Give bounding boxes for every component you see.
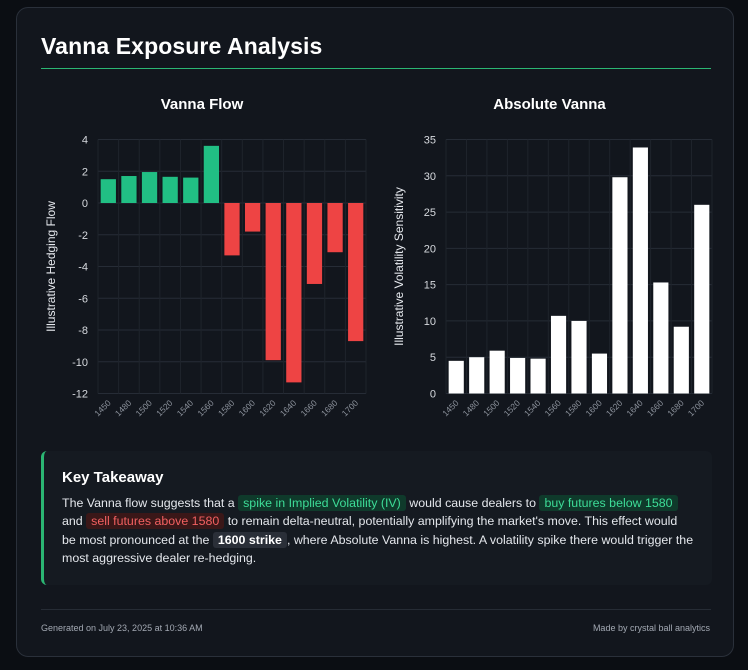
x-tick-label: 1700 xyxy=(340,398,361,419)
takeaway-text: The Vanna flow suggests that a spike in … xyxy=(62,494,694,567)
y-tick-label: 2 xyxy=(82,166,88,178)
bar-1660 xyxy=(653,282,669,394)
bar-1580 xyxy=(224,203,240,256)
y-tick-label: 25 xyxy=(424,207,436,219)
y-tick-label: 20 xyxy=(424,243,436,255)
y-tick-label: 30 xyxy=(424,171,436,183)
bar-1480 xyxy=(121,176,137,203)
bar-1680 xyxy=(327,203,343,253)
takeaway-text-3: and xyxy=(62,514,87,529)
bar-1560 xyxy=(203,145,220,203)
analysis-card: Vanna Exposure Analysis Vanna Flow 4 2 0 -2… xyxy=(16,7,734,657)
x-tick-label: 1620 xyxy=(604,398,625,419)
highlight-strike: 1600 strike xyxy=(212,531,287,548)
x-tick-label: 1480 xyxy=(113,398,134,419)
highlight-sell-futures: sell futures above 1580 xyxy=(86,513,225,530)
y-tick-label: -8 xyxy=(78,325,88,337)
takeaway-text-4: to remain delta-neutral, potentially amp… xyxy=(62,514,678,547)
x-tick-label: 1500 xyxy=(481,398,502,419)
bar-1680 xyxy=(673,326,689,394)
bar-1480 xyxy=(469,357,485,394)
takeaway-heading: Key Takeaway xyxy=(62,469,164,486)
x-tick-label: 1520 xyxy=(154,398,175,419)
bar-1540 xyxy=(183,177,199,203)
x-tick-label: 1680 xyxy=(319,398,340,419)
y-tick-label: -4 xyxy=(78,262,88,274)
x-tick-label: 1560 xyxy=(195,398,216,419)
title-divider xyxy=(41,68,711,69)
x-tick-label: 1450 xyxy=(92,398,113,419)
generated-timestamp: Generated on July 23, 2025 at 10:36 AM xyxy=(41,623,203,633)
x-tick-label: 1580 xyxy=(563,398,584,419)
x-tick-label: 1560 xyxy=(543,398,564,419)
x-tick-label: 1450 xyxy=(440,398,461,419)
y-tick-label: -2 xyxy=(78,230,88,242)
bar-1660 xyxy=(306,203,323,284)
y-tick-label: -10 xyxy=(72,357,88,369)
bar-1520 xyxy=(162,176,178,203)
x-tick-label: 1580 xyxy=(216,398,237,419)
takeaway-text-1: The Vanna flow suggests that a xyxy=(62,496,239,510)
y-tick-label: 10 xyxy=(424,316,436,328)
bar-1600 xyxy=(591,353,608,394)
x-tick-label: 1600 xyxy=(237,398,258,419)
bar-1450 xyxy=(100,179,116,203)
bar-1580 xyxy=(571,320,587,394)
x-tick-label: 1700 xyxy=(686,398,707,419)
x-tick-label: 1480 xyxy=(461,398,482,419)
x-tick-label: 1500 xyxy=(134,398,155,419)
absolute-vanna-chart: 35 30 25 20 15 10 5 0 1450 1480 1500 1520 1540 1560 15… xyxy=(392,135,713,419)
x-tick-label: 1540 xyxy=(522,398,543,419)
bar-1600 xyxy=(244,203,261,232)
bar-1640 xyxy=(632,147,648,394)
bar-1640 xyxy=(286,203,302,383)
x-tick-label: 1600 xyxy=(583,398,604,419)
footer-divider xyxy=(41,609,711,610)
vanna-flow-chart: 4 2 0 -2 -4 -6 -8 -10 -12 1450 1480 1500 1520 1540 156… xyxy=(44,135,367,419)
x-tick-label: 1680 xyxy=(665,398,686,419)
key-takeaway: Key Takeaway The Vanna flow suggests tha… xyxy=(41,451,712,585)
x-tick-label: 1640 xyxy=(278,398,299,419)
y-axis-label: Illustrative Volatility Sensitivity xyxy=(392,187,406,346)
bar-1540 xyxy=(530,358,546,394)
bar-1620 xyxy=(265,203,281,361)
takeaway-text-2: would cause dealers to xyxy=(405,496,540,510)
y-tick-label: 4 xyxy=(82,135,88,147)
x-tick-label: 1660 xyxy=(298,398,319,419)
bar-1700 xyxy=(694,204,710,394)
x-tick-label: 1640 xyxy=(624,398,645,419)
y-tick-label: 5 xyxy=(430,352,436,364)
x-tick-label: 1540 xyxy=(175,398,196,419)
x-tick-label: 1620 xyxy=(257,398,278,419)
credit-text: Made by crystal ball analytics xyxy=(592,623,710,633)
y-tick-label: 35 xyxy=(424,135,436,147)
bar-1620 xyxy=(612,177,628,394)
bar-1700 xyxy=(348,203,364,342)
takeaway-text-5: , where Absolute Vanna is highest. A vol… xyxy=(62,532,694,565)
chart-title-absolute-vanna: Absolute Vanna xyxy=(493,96,606,113)
y-tick-label: 0 xyxy=(430,389,436,401)
bar-1500 xyxy=(489,350,505,394)
y-axis-label: Illustrative Hedging Flow xyxy=(44,201,58,332)
chart-title-vanna-flow: Vanna Flow xyxy=(160,96,244,113)
y-tick-label: 0 xyxy=(82,198,88,210)
highlight-iv-spike: spike in Implied Volatility (IV) xyxy=(238,495,406,511)
bar-1520 xyxy=(510,357,526,394)
page-title: Vanna Exposure Analysis xyxy=(41,33,323,59)
bar-1500 xyxy=(141,172,158,203)
bar-1560 xyxy=(550,315,567,394)
y-tick-label: -6 xyxy=(78,293,88,305)
y-tick-label: -12 xyxy=(72,389,88,401)
x-tick-label: 1520 xyxy=(502,398,523,419)
y-tick-label: 15 xyxy=(424,280,436,292)
bar-1450 xyxy=(448,360,464,394)
x-tick-label: 1660 xyxy=(645,398,666,419)
highlight-buy-futures: buy futures below 1580 xyxy=(539,495,678,511)
